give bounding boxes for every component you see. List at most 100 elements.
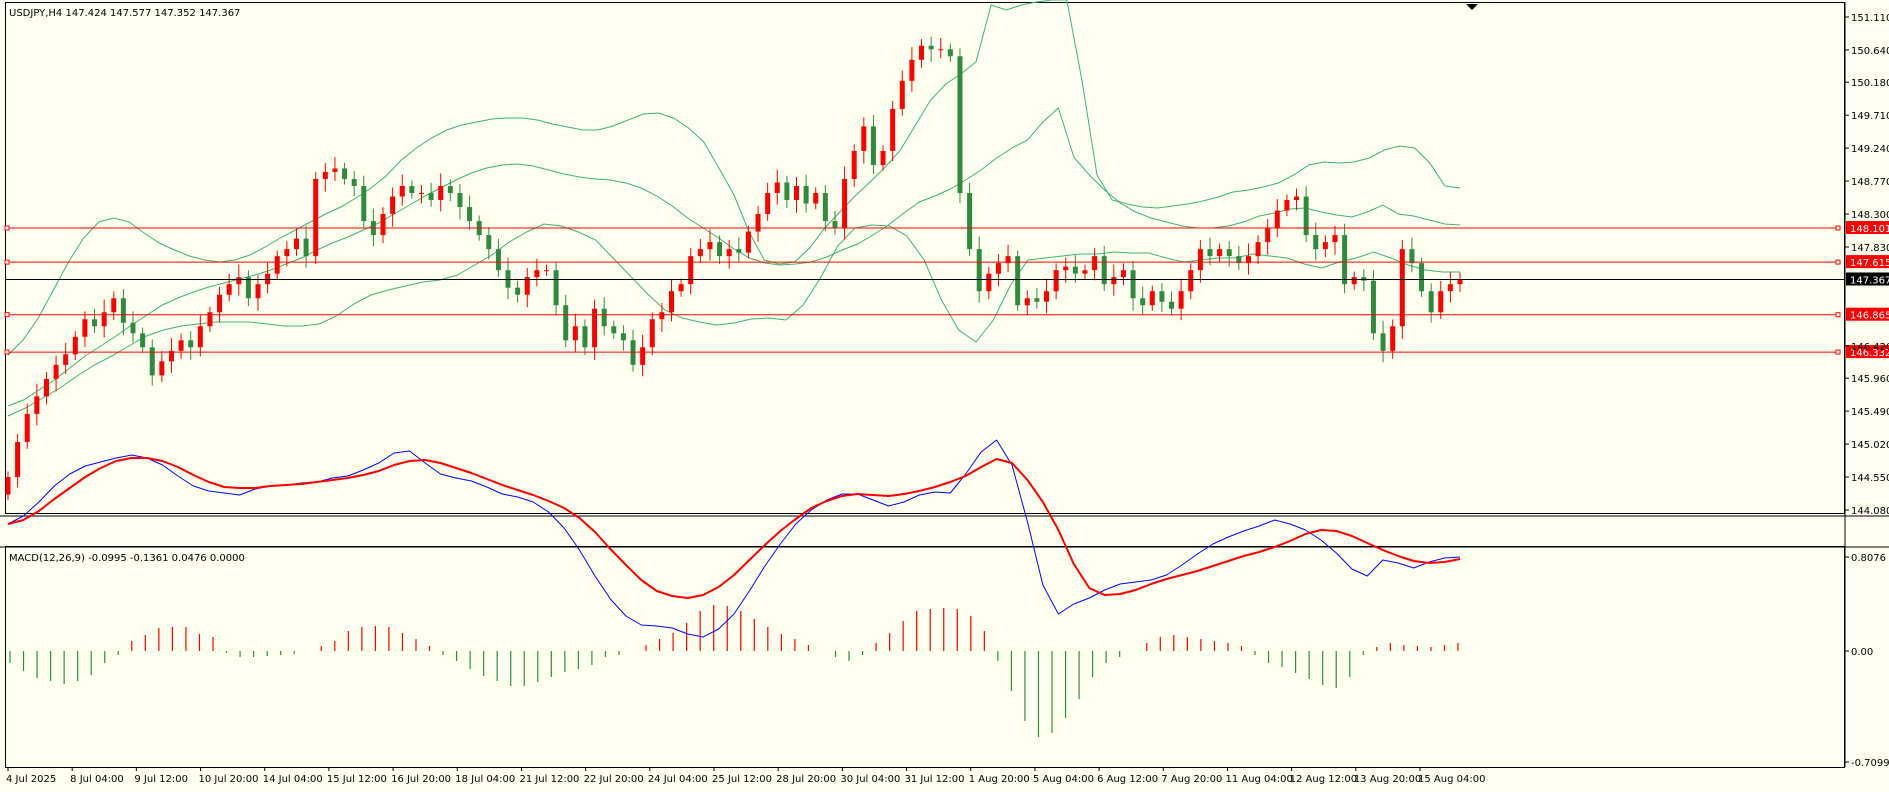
candle: [967, 182, 973, 256]
candle-body: [1294, 196, 1300, 201]
candle-body: [611, 326, 617, 334]
candle-body: [149, 347, 155, 376]
candle: [957, 48, 963, 204]
candle-body: [1313, 235, 1319, 250]
candle-body: [861, 126, 867, 151]
time-tick-label: 21 Jul 12:00: [519, 774, 579, 785]
candle-body: [130, 322, 136, 334]
candle-body: [418, 193, 424, 195]
candle: [217, 286, 223, 323]
candle-body: [1159, 291, 1165, 302]
candle-body: [1342, 235, 1348, 285]
candle-body: [1140, 298, 1146, 306]
symbol-info-label: USDJPY,H4 147.424 147.577 147.352 147.36…: [9, 8, 240, 19]
time-tick-label: 13 Aug 20:00: [1354, 774, 1421, 785]
candle-body: [217, 294, 223, 313]
candle: [572, 313, 578, 352]
macd-tick-label: -0.7099: [1851, 758, 1889, 769]
bollinger-upper-line: [7, 0, 1461, 356]
time-tick-label: 22 Jul 20:00: [584, 774, 644, 785]
time-tick-label: 18 Jul 04:00: [455, 774, 515, 785]
candle-body: [813, 193, 819, 204]
level-price-label: 147.615: [1850, 258, 1889, 269]
level-handle-left: [4, 349, 10, 355]
candle: [899, 70, 905, 116]
candle: [236, 264, 242, 296]
candle-body: [1447, 284, 1453, 292]
candle: [293, 228, 299, 256]
candle: [1149, 285, 1155, 311]
candle-body: [938, 49, 944, 51]
candle-body: [1245, 256, 1251, 264]
candle: [159, 351, 165, 383]
time-tick-label: 16 Jul 20:00: [391, 774, 451, 785]
candle: [1005, 244, 1011, 273]
candle: [842, 166, 848, 240]
candle: [197, 314, 203, 357]
candle: [1217, 243, 1223, 262]
candle-body: [1428, 291, 1434, 313]
candle: [1169, 291, 1175, 316]
candle: [207, 306, 213, 332]
level-price-label: 146.332: [1850, 348, 1889, 359]
candle-body: [1130, 270, 1136, 299]
candle-body: [1419, 263, 1425, 292]
candle: [178, 333, 184, 359]
candle: [1447, 271, 1453, 303]
candle: [1351, 271, 1357, 290]
horizontal-levels[interactable]: 148.101 147.615 146.865 146.332 147.367: [4, 221, 1889, 359]
candle: [486, 227, 492, 260]
candle: [582, 319, 588, 356]
time-tick-label: 28 Jul 20:00: [776, 774, 836, 785]
candle-body: [1044, 291, 1050, 302]
time-tick-label: 31 Jul 12:00: [905, 774, 965, 785]
candle: [592, 299, 598, 360]
candle-body: [168, 350, 174, 362]
candle: [120, 289, 126, 336]
candle: [1015, 250, 1021, 311]
candle-body: [111, 298, 117, 313]
candle-body: [890, 108, 896, 151]
macd-line: [7, 439, 1461, 638]
candle-body: [697, 249, 703, 257]
price-tick-label: 149.710: [1851, 111, 1889, 122]
candle: [640, 334, 646, 377]
candle: [563, 294, 569, 348]
candle: [342, 162, 348, 185]
candle: [813, 187, 819, 210]
candle: [428, 182, 434, 207]
candle: [1236, 245, 1242, 270]
candle: [688, 248, 694, 295]
candle: [255, 275, 261, 311]
candle: [313, 172, 319, 265]
candle-body: [1082, 270, 1088, 274]
candle-body: [1380, 333, 1386, 351]
candle: [745, 225, 751, 259]
candle: [505, 257, 511, 300]
candle-body: [620, 333, 626, 341]
candle: [1178, 278, 1184, 321]
candle: [909, 47, 915, 93]
candle: [1044, 278, 1050, 314]
candle-body: [794, 186, 800, 201]
candle: [1159, 283, 1165, 313]
candle: [72, 331, 78, 360]
candle-body: [592, 308, 598, 348]
candle-body: [755, 214, 761, 232]
candle: [1409, 237, 1415, 273]
candle-body: [207, 312, 213, 327]
candle-body: [188, 340, 194, 348]
level-price-badge: [1846, 221, 1889, 235]
shift-marker-icon[interactable]: [1466, 4, 1478, 10]
candle-body: [1332, 235, 1338, 243]
candle-body: [1063, 266, 1069, 271]
candle-body: [899, 80, 905, 109]
candle-body: [332, 168, 338, 172]
candle-body: [1370, 280, 1376, 334]
candle: [1053, 263, 1059, 300]
candle: [553, 262, 559, 316]
candle-body: [486, 235, 492, 250]
candle-body: [803, 186, 809, 204]
candle-body: [120, 298, 126, 323]
